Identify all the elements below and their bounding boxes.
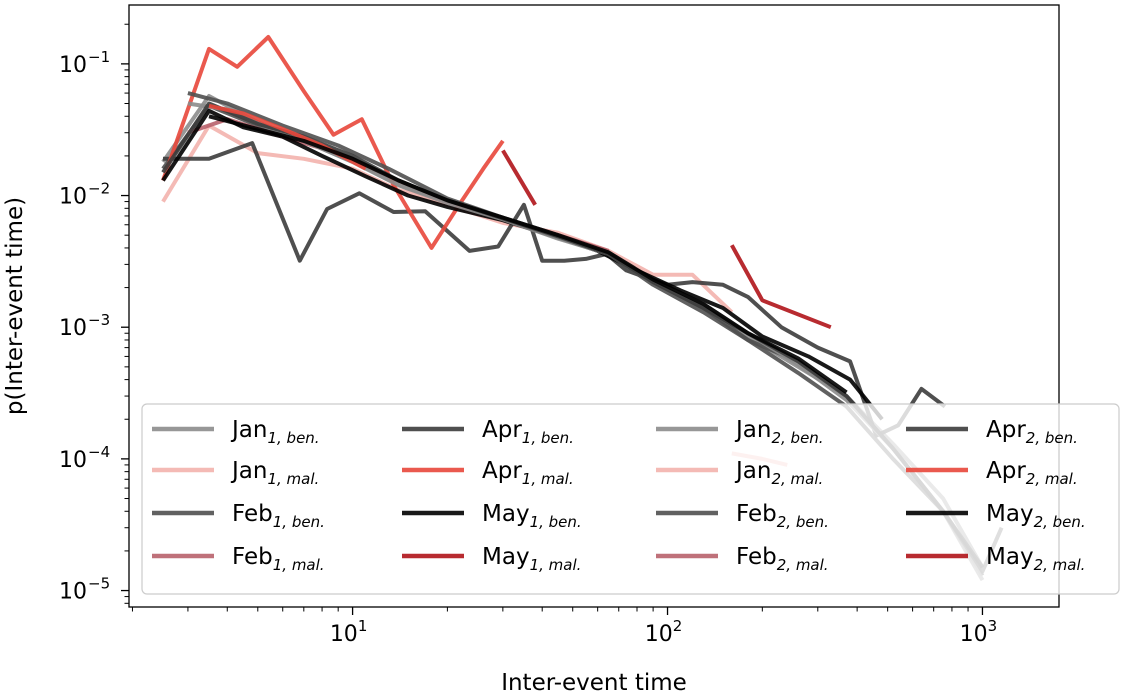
x-tick-label-0: 101	[330, 617, 368, 647]
x-tick-label-2: 103	[960, 617, 998, 647]
y-tick-label-4: 10−5	[59, 575, 110, 605]
plot-frame	[128, 4, 1060, 608]
legend-label-9: Jan2, mal.	[734, 458, 823, 488]
series-line-4	[163, 141, 947, 438]
y-tick-label-0: 10−1	[59, 48, 110, 78]
legend-label-12: Apr2, ben.	[986, 417, 1078, 447]
legend-frame	[141, 403, 1120, 595]
y-axis-label: p(Inter-event time)	[2, 197, 28, 415]
y-tick-label-2: 10−3	[59, 311, 110, 341]
series-line-14	[208, 114, 848, 395]
x-tick-label-1: 102	[645, 617, 683, 647]
y-tick-label-3: 10−4	[59, 443, 110, 473]
series-line-7	[501, 149, 537, 206]
legend: Jan1, ben.Jan1, mal.Feb1, ben.Feb1, mal.…	[141, 403, 1120, 595]
y-tick-label-1: 10−2	[59, 180, 110, 210]
series-line-15	[730, 244, 832, 330]
series-line-5	[161, 35, 505, 250]
x-axis-label: Inter-event time	[501, 670, 687, 696]
